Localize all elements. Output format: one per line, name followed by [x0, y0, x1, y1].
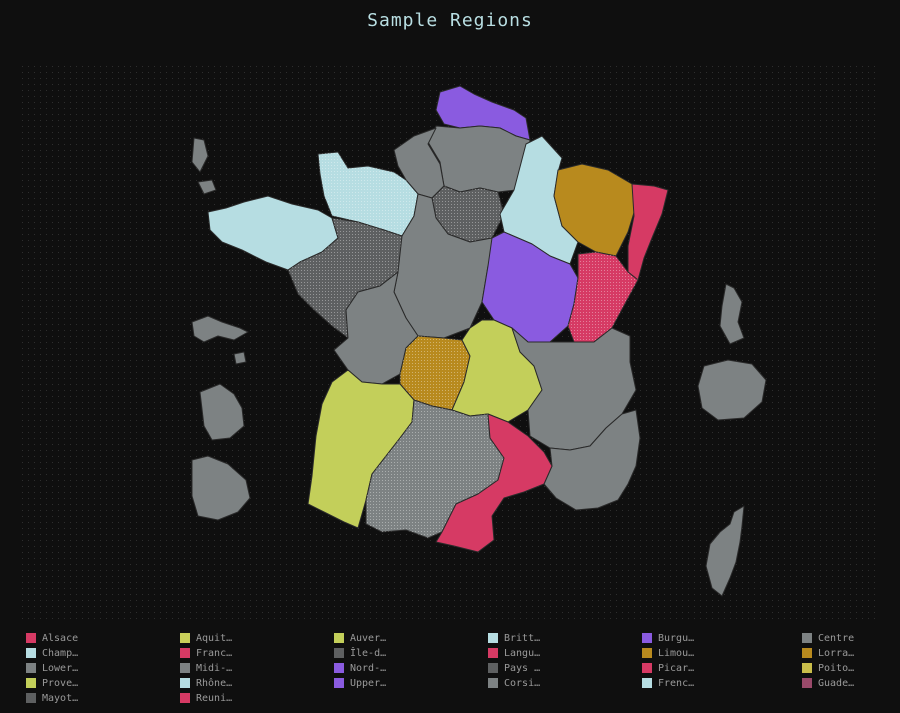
legend-swatch: [802, 678, 812, 688]
legend-item[interactable]: Rhône…: [180, 677, 232, 689]
legend-label: Guade…: [818, 677, 855, 689]
legend-swatch: [180, 678, 190, 688]
legend-item[interactable]: Burgu…: [642, 632, 694, 644]
legend-item[interactable]: Aquit…: [180, 632, 232, 644]
legend-label: Mayot…: [42, 692, 79, 704]
legend-label: Frenc…: [658, 677, 695, 689]
legend-label: Burgu…: [658, 632, 695, 644]
legend-swatch: [180, 633, 190, 643]
legend-swatch: [26, 633, 36, 643]
legend-swatch: [26, 678, 36, 688]
legend-label: Île-d…: [350, 647, 387, 659]
legend-item[interactable]: Guade…: [802, 677, 854, 689]
region-lorraine[interactable]: [553, 163, 637, 257]
legend-item[interactable]: Lower…: [26, 662, 78, 674]
region-champagne[interactable]: [499, 135, 579, 265]
region-overseas-island[interactable]: [697, 359, 767, 421]
legend-swatch: [488, 678, 498, 688]
region-provence[interactable]: [543, 409, 641, 511]
legend-label: Nord-…: [350, 662, 387, 674]
legend-label: Britt…: [504, 632, 541, 644]
legend-item[interactable]: Franc…: [180, 647, 232, 659]
legend-label: Franc…: [196, 647, 233, 659]
legend-label: Limou…: [658, 647, 695, 659]
legend-label: Alsace: [42, 632, 79, 644]
legend-item[interactable]: Centre: [802, 632, 854, 644]
legend-swatch: [488, 633, 498, 643]
legend-item[interactable]: Frenc…: [642, 677, 694, 689]
legend-item[interactable]: Britt…: [488, 632, 540, 644]
legend-item[interactable]: Corsi…: [488, 677, 540, 689]
legend-swatch: [642, 663, 652, 673]
legend-label: Rhône…: [196, 677, 233, 689]
legend-swatch: [334, 678, 344, 688]
legend-swatch: [642, 633, 652, 643]
legend-swatch: [334, 633, 344, 643]
legend-label: Auver…: [350, 632, 387, 644]
legend-item[interactable]: Reuni…: [180, 692, 232, 704]
legend-label: Reuni…: [196, 692, 233, 704]
region-martinique[interactable]: [191, 315, 249, 365]
region-languedoc[interactable]: [435, 413, 553, 553]
legend-label: Champ…: [42, 647, 79, 659]
legend-swatch: [802, 663, 812, 673]
legend-swatch: [334, 648, 344, 658]
legend-swatch: [802, 633, 812, 643]
legend-item[interactable]: Picar…: [642, 662, 694, 674]
region-guadeloupe[interactable]: [191, 137, 217, 195]
legend-item[interactable]: Prove…: [26, 677, 78, 689]
region-mayotte[interactable]: [719, 283, 745, 345]
legend-swatch: [488, 648, 498, 658]
legend-item[interactable]: Lorra…: [802, 647, 854, 659]
legend-swatch: [26, 693, 36, 703]
map-area: [22, 66, 878, 622]
legend-label: Langu…: [504, 647, 541, 659]
legend-item[interactable]: Auver…: [334, 632, 386, 644]
legend-item[interactable]: Mayot…: [26, 692, 78, 704]
legend-swatch: [334, 663, 344, 673]
legend-item[interactable]: Pays …: [488, 662, 540, 674]
legend-label: Aquit…: [196, 632, 233, 644]
legend-label: Lorra…: [818, 647, 855, 659]
legend-item[interactable]: Midi-…: [180, 662, 232, 674]
legend-swatch: [180, 648, 190, 658]
legend-swatch: [180, 693, 190, 703]
legend-label: Upper…: [350, 677, 387, 689]
legend-item[interactable]: Poito…: [802, 662, 854, 674]
legend-swatch: [802, 648, 812, 658]
legend-swatch: [488, 663, 498, 673]
map-title: Sample Regions: [367, 10, 533, 31]
legend-item[interactable]: Upper…: [334, 677, 386, 689]
legend-swatch: [180, 663, 190, 673]
legend-label: Centre: [818, 632, 855, 644]
legend-item[interactable]: Alsace: [26, 632, 78, 644]
legend-label: Pays …: [504, 662, 541, 674]
legend-item[interactable]: Île-d…: [334, 647, 386, 659]
legend-label: Lower…: [42, 662, 79, 674]
region-reunion[interactable]: [191, 455, 251, 521]
legend-label: Prove…: [42, 677, 79, 689]
legend-item[interactable]: Nord-…: [334, 662, 386, 674]
region-map: [22, 66, 878, 622]
region-alsace[interactable]: [627, 183, 669, 281]
region-corsica[interactable]: [705, 505, 745, 597]
legend-item[interactable]: Langu…: [488, 647, 540, 659]
legend-swatch: [26, 648, 36, 658]
legend-label: Poito…: [818, 662, 855, 674]
legend-label: Picar…: [658, 662, 695, 674]
legend-item[interactable]: Limou…: [642, 647, 694, 659]
region-french-guiana[interactable]: [199, 383, 245, 441]
legend-swatch: [642, 678, 652, 688]
legend-label: Corsi…: [504, 677, 541, 689]
legend-label: Midi-…: [196, 662, 233, 674]
legend-swatch: [642, 648, 652, 658]
legend-item[interactable]: Champ…: [26, 647, 78, 659]
legend-swatch: [26, 663, 36, 673]
